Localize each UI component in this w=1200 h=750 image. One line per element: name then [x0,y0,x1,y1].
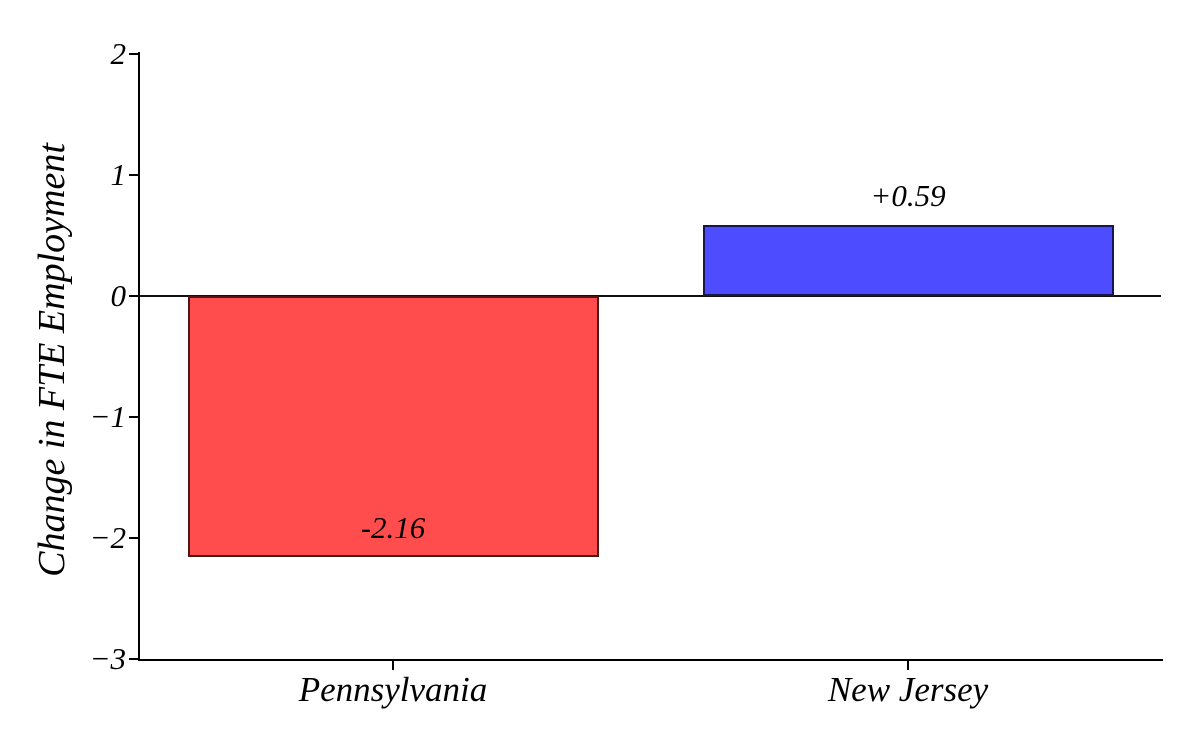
bar-pennsylvania [187,296,599,558]
x-tick-label-pennsylvania: Pennsylvania [298,670,488,709]
x-tick-mark [392,661,394,670]
y-tick-label: 2 [110,36,127,71]
x-tick-mark [907,661,909,670]
x-axis-line [138,659,1163,661]
x-tick-label-new-jersey: New Jersey [827,670,989,709]
y-tick-mark [129,658,138,660]
bar-value-label: -2.16 [360,510,426,546]
y-tick-label: −2 [89,520,126,555]
bar-value-label: +0.59 [870,177,946,213]
y-tick-label: −3 [89,641,126,676]
y-tick-label: 1 [110,157,127,192]
y-tick-label: −1 [89,399,126,434]
y-tick-mark [129,416,138,418]
zero-baseline [140,295,1161,297]
y-tick-label: 0 [110,278,127,313]
y-tick-mark [129,537,138,539]
y-tick-mark [129,174,138,176]
y-tick-mark [129,295,138,297]
bar-new-jersey [702,224,1114,296]
y-axis-line [138,52,140,661]
y-tick-mark [129,53,138,55]
